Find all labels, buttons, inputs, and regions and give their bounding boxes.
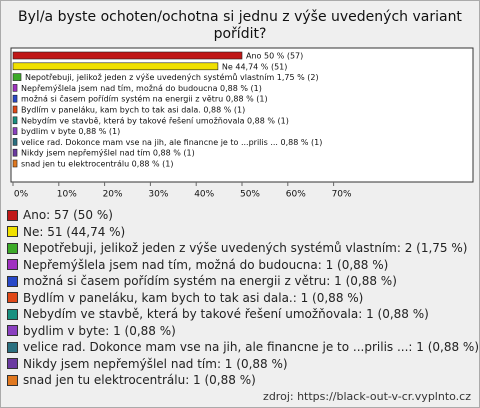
legend-item: Nikdy jsem nepřemýšlel nad tím: 1 (0,88 … [7, 356, 479, 373]
legend-swatch [7, 275, 18, 287]
legend-label: Nepotřebuji, jelikož jeden z výše uveden… [23, 241, 468, 256]
legend: Ano: 57 (50 %) Ne: 51 (44,74 %) Nepotřebuj… [7, 207, 479, 389]
bar [12, 127, 18, 135]
legend-item: velice rad. Dokonce mam vse na jih, ale … [7, 339, 479, 356]
legend-item: možná si časem pořídím systém na energii… [7, 273, 479, 290]
legend-label: velice rad. Dokonce mam vse na jih, ale … [23, 340, 480, 355]
legend-item: Nebydím ve stavbě, která by takové řešen… [7, 306, 479, 323]
legend-item: Nepotřebuji, jelikož jeden z výše uveden… [7, 240, 479, 257]
legend-swatch [7, 374, 18, 386]
x-tick-label: 20% [103, 190, 123, 200]
legend-swatch [7, 242, 18, 254]
bar [12, 84, 18, 92]
legend-swatch [7, 226, 18, 238]
legend-swatch [7, 358, 18, 370]
value-label: Nepřemýšlela jsem nad tím, možná do budo… [21, 83, 262, 93]
value-label: možná si časem pořídím systém na energii… [21, 94, 268, 104]
legend-item: Nepřemýšlela jsem nad tím, možná do budo… [7, 257, 479, 274]
x-tick-label: 10% [57, 190, 77, 200]
legend-label: Ano: 57 (50 %) [23, 208, 113, 223]
x-tick-label: 30% [148, 190, 168, 200]
x-tick-label: 50% [240, 190, 260, 200]
legend-item: snad jen tu elektrocentrálu: 1 (0,88 %) [7, 372, 479, 389]
source: zdroj: https://black-out-v-cr.vyplnto.cz [263, 390, 471, 403]
legend-label: Nebydím ve stavbě, která by takové řešen… [23, 307, 429, 322]
legend-swatch [7, 325, 18, 337]
legend-item: bydlim v byte: 1 (0,88 %) [7, 323, 479, 340]
x-tick-label: 60% [286, 190, 306, 200]
x-tick-label: 40% [194, 190, 214, 200]
legend-item: Bydlím v paneláku, kam bych to tak asi d… [7, 290, 479, 307]
value-label: bydlim v byte 0,88 % (1) [21, 127, 120, 136]
legend-item: Ano: 57 (50 %) [7, 207, 479, 224]
legend-swatch [7, 292, 18, 304]
value-label: Nikdy jsem nepřemýšlel nad tím 0,88 % (1… [21, 148, 195, 158]
bar [12, 148, 18, 157]
legend-label: Bydlím v paneláku, kam bych to tak asi d… [23, 290, 364, 305]
value-label: Ne 44,74 % (51) [222, 62, 287, 71]
bar [12, 116, 18, 125]
value-label: Nepotřebuji, jelikož jeden z výše uveden… [25, 72, 319, 82]
legend-label: bydlim v byte: 1 (0,88 %) [23, 323, 176, 338]
legend-label: Nikdy jsem nepřemýšlel nad tím: 1 (0,88 … [23, 356, 288, 371]
legend-swatch [7, 259, 18, 271]
bar [12, 73, 22, 81]
bar [12, 94, 18, 103]
value-label: velice rad. Dokonce mam vse na jih, ale … [21, 138, 322, 147]
bar [12, 159, 18, 168]
legend-label: možná si časem pořídím systém na energii… [23, 274, 397, 289]
legend-label: Nepřemýšlela jsem nad tím, možná do budo… [23, 257, 389, 272]
bar [12, 51, 243, 60]
chart: 0% 10% 20% 30% 40% 50% 60% 70% Ano 50 % (57)Ne 4… [10, 47, 474, 200]
legend-label: snad jen tu elektrocentrálu: 1 (0,88 %) [23, 373, 256, 388]
legend-item: Ne: 51 (44,74 %) [7, 224, 479, 241]
value-label: Nebydím ve stavbě, která by takové řešen… [21, 115, 289, 125]
bar [12, 62, 219, 71]
legend-label: Ne: 51 (44,74 %) [23, 224, 126, 239]
value-label: Ano 50 % (57) [246, 52, 303, 61]
legend-swatch [7, 341, 18, 353]
value-label: snad jen tu elektrocentrálu 0,88 % (1) [21, 160, 174, 169]
chart-title: Byl/a byste ochoten/ochotna si jednu z v… [18, 9, 462, 42]
plot-frame [10, 47, 474, 183]
legend-swatch [7, 308, 18, 320]
x-tick-label: 0% [14, 190, 29, 200]
x-tick-label: 70% [332, 190, 352, 200]
value-label: Bydlím v paneláku, kam bych to tak asi d… [21, 106, 245, 115]
bar [12, 138, 18, 146]
bar [12, 105, 18, 114]
legend-swatch [7, 209, 18, 221]
